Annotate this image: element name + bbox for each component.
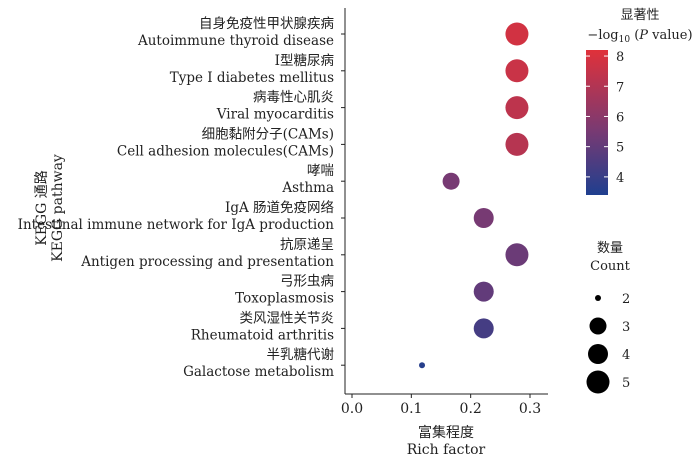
- y-tick-label-cn: IgA 肠道免疫网络: [225, 200, 335, 216]
- data-point: [473, 281, 494, 302]
- data-point: [442, 172, 460, 190]
- y-tick-label-en: Intestinal immune network for IgA produc…: [18, 217, 335, 233]
- y-tick-label-cn: 自身免疫性甲状腺疾病: [199, 16, 334, 32]
- color-legend: 显著性 −log10 (P value) 4 5 6 7 8: [586, 8, 693, 195]
- x-tick-label: 0.0: [341, 401, 363, 417]
- y-tick-label-cn: 半乳糖代谢: [267, 347, 335, 363]
- size-legend-dot: [589, 317, 607, 335]
- x-tick-label: 0.1: [400, 401, 422, 417]
- data-point: [505, 96, 529, 120]
- y-tick-label-en: Galactose metabolism: [183, 364, 334, 380]
- size-legend-label: 3: [622, 320, 630, 335]
- y-tick-label-en: Type Ⅰ diabetes mellitus: [170, 70, 334, 86]
- y-tick-label-en: Viral myocarditis: [216, 107, 334, 123]
- y-tick-label-en: Cell adhesion molecules(CAMs): [117, 143, 334, 159]
- size-legend-title-cn: 数量: [597, 241, 623, 256]
- color-legend-tick-label: 4: [616, 171, 624, 186]
- data-point: [473, 208, 494, 228]
- size-legend-dot: [586, 370, 610, 394]
- size-legend-label: 4: [622, 348, 630, 363]
- x-axis-title-cn: 富集程度: [418, 424, 474, 441]
- data-point: [505, 132, 529, 156]
- size-legend-dot: [588, 344, 608, 364]
- size-legend-dot: [595, 295, 601, 301]
- color-legend-tick-label: 6: [616, 110, 624, 125]
- y-tick-label-en: Autoimmune thyroid disease: [137, 33, 334, 49]
- data-point: [419, 362, 426, 369]
- x-tick-label: 0.3: [519, 401, 541, 417]
- x-axis-title-en: Rich factor: [407, 442, 486, 458]
- color-bar: [586, 50, 608, 195]
- size-legend-title-en: Count: [590, 259, 631, 274]
- y-tick-label-en: Antigen processing and presentation: [80, 254, 334, 270]
- color-legend-tick-label: 7: [616, 80, 624, 95]
- size-legend-label: 2: [622, 292, 630, 307]
- y-tick-label-cn: 哮喘: [307, 162, 334, 179]
- color-legend-title-cn: 显著性: [620, 8, 659, 23]
- y-tick-label-en: Toxoplasmosis: [235, 291, 334, 307]
- size-legend-label: 5: [622, 376, 630, 391]
- data-point: [505, 243, 529, 267]
- color-legend-tick-label: 8: [616, 50, 624, 65]
- y-tick-label-cn: 病毒性心肌炎: [253, 90, 334, 106]
- y-axis-title-cn: KEGG 通路: [34, 170, 50, 246]
- y-tick-label-cn: 类风湿性关节炎: [240, 310, 335, 326]
- data-point: [473, 318, 494, 339]
- y-tick-label-en: Asthma: [281, 180, 334, 196]
- y-tick-label-cn: Ⅰ型糖尿病: [275, 53, 334, 69]
- data-point: [505, 22, 529, 46]
- y-tick-label-cn: 抗原递呈: [280, 237, 334, 253]
- size-legend: 数量 Count 2 3 4 5: [586, 241, 631, 394]
- y-tick-label-en: Rheumatoid arthritis: [191, 327, 334, 343]
- y-tick-label-cn: 细胞黏附分子(CAMs): [202, 126, 334, 142]
- x-tick-label: 0.2: [460, 401, 482, 417]
- color-legend-tick-label: 5: [616, 141, 624, 156]
- data-point: [505, 59, 529, 83]
- color-legend-title-en: −log10 (P value): [587, 28, 692, 45]
- y-tick-label-cn: 弓形虫病: [280, 274, 334, 290]
- y-axis-title-en: KEGG pathway: [50, 154, 66, 262]
